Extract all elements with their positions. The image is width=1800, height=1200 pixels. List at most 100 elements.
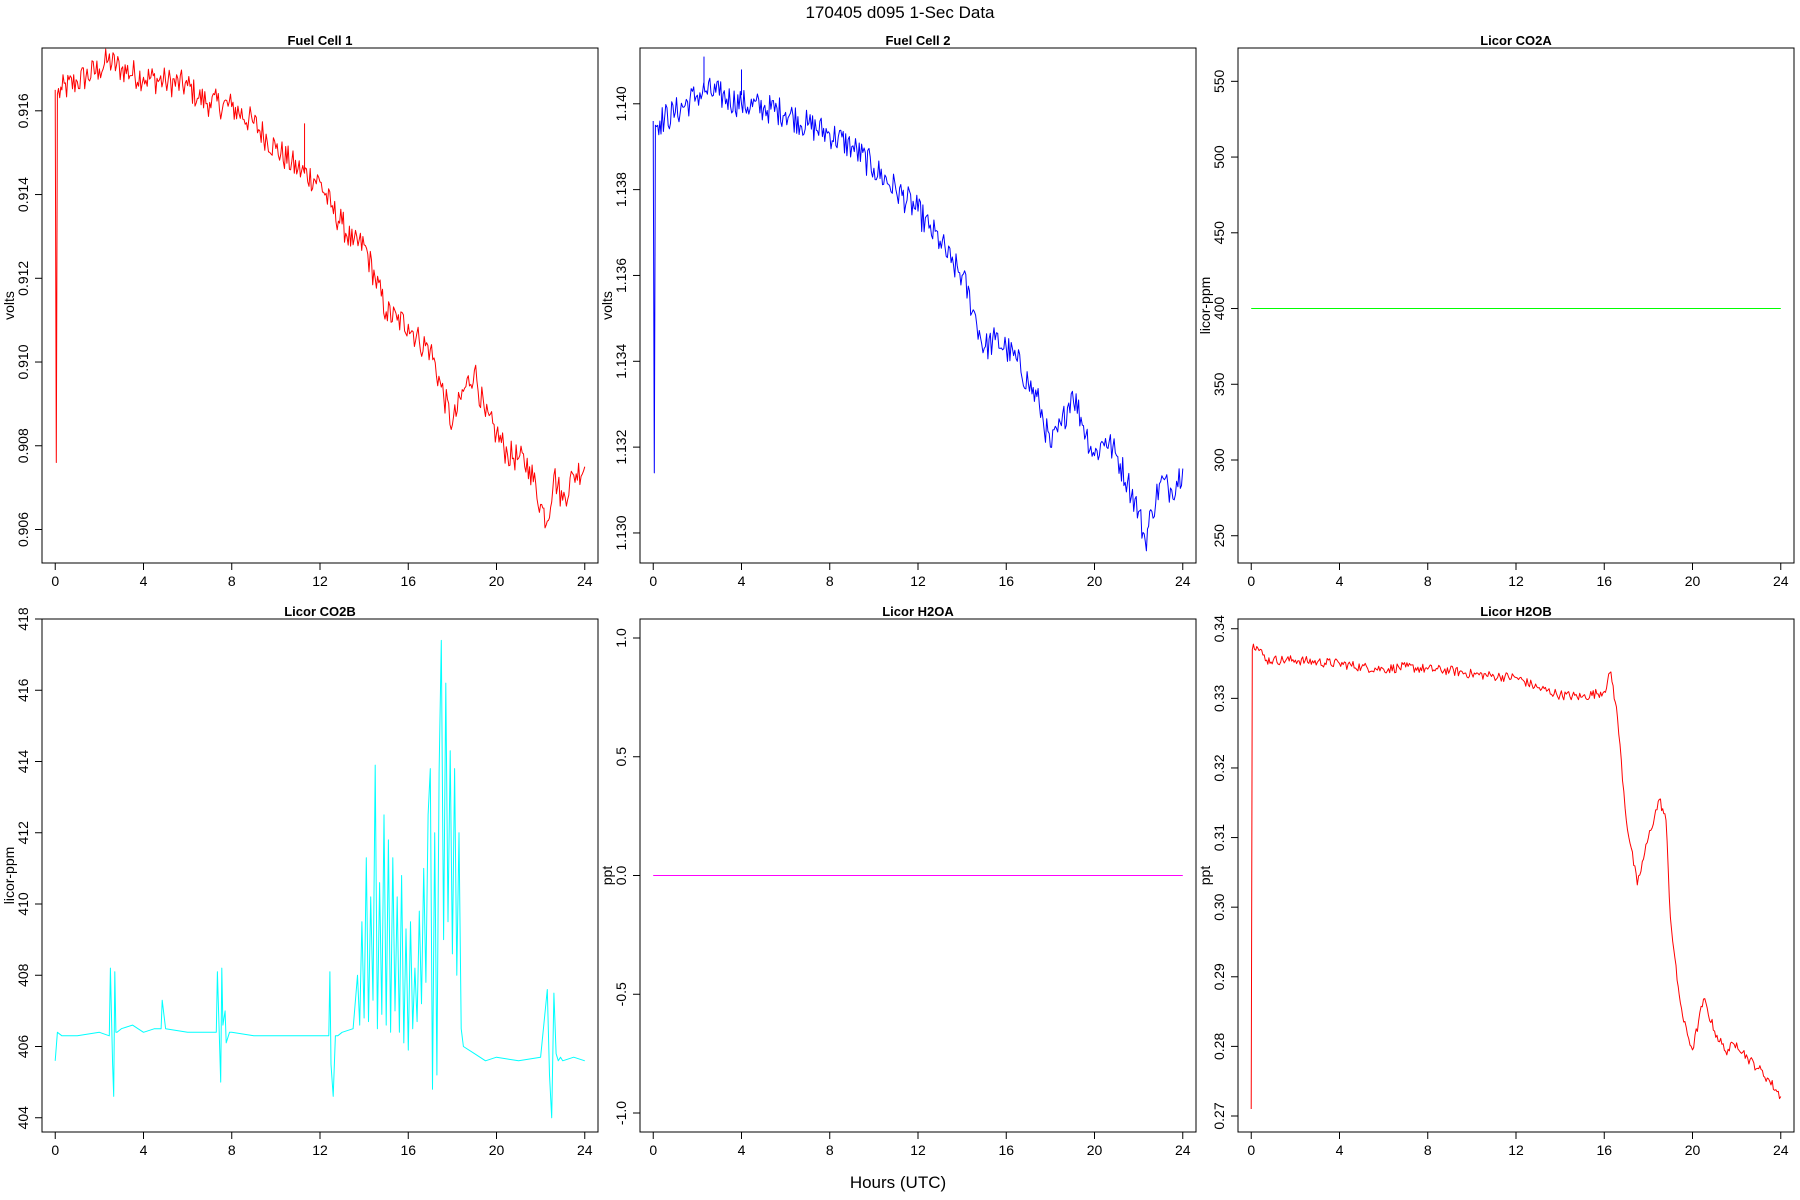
x-tick-label: 24 (577, 573, 593, 589)
y-tick-label: 416 (15, 678, 31, 702)
y-tick-label: 500 (1211, 145, 1227, 169)
y-tick-label: 0.916 (15, 93, 31, 128)
x-tick-label: 16 (400, 1142, 416, 1158)
panel-title: Fuel Cell 2 (885, 33, 950, 48)
y-tick-label: 1.136 (613, 258, 629, 293)
x-tick-label: 8 (228, 573, 236, 589)
x-tick-label: 20 (1087, 573, 1103, 589)
y-tick-label: 0.27 (1211, 1102, 1227, 1129)
y-tick-label: 0.914 (15, 177, 31, 212)
x-tick-label: 12 (910, 573, 926, 589)
series-line (652, 77, 1184, 552)
chart-panel: Licor CO2B 0 4 8 12 16 20 24 404 406 408 410 412 414 4… (1, 604, 599, 1158)
x-tick-label: 24 (1175, 1142, 1191, 1158)
x-tick-label: 4 (738, 1142, 746, 1158)
y-tick-label: 0.5 (613, 747, 629, 767)
x-tick-label: 8 (826, 1142, 834, 1158)
chart-panel: Licor H2OB 0 4 8 12 16 20 24 0.27 0.28 0.29 0.30 0.3… (1197, 604, 1795, 1158)
y-tick-label: 550 (1211, 69, 1227, 93)
y-axis-label: volts (1, 291, 17, 320)
y-tick-label: 0.33 (1211, 685, 1227, 712)
x-tick-label: 0 (51, 1142, 59, 1158)
chart-panel: Fuel Cell 1 0 4 8 12 16 20 24 0.906 0.908 0.910 0.9… (1, 33, 599, 589)
y-tick-label: 0.31 (1211, 824, 1227, 851)
plot-frame (1237, 47, 1795, 564)
x-tick-label: 24 (1773, 573, 1789, 589)
x-tick-label: 20 (489, 573, 505, 589)
x-tick-label: 4 (1336, 1142, 1344, 1158)
x-tick-label: 12 (1508, 573, 1524, 589)
y-tick-label: 414 (15, 750, 31, 774)
x-tick-label: 8 (1424, 573, 1432, 589)
y-tick-label: -1.0 (613, 1101, 629, 1125)
x-tick-label: 0 (1247, 573, 1255, 589)
y-tick-label: 1.138 (613, 172, 629, 207)
y-tick-label: 0.32 (1211, 754, 1227, 781)
x-tick-label: 24 (577, 1142, 593, 1158)
panel-title: Licor CO2B (284, 604, 356, 619)
figure-title: 170405 d095 1-Sec Data (805, 3, 995, 22)
x-tick-label: 0 (649, 1142, 657, 1158)
x-tick-label: 4 (140, 573, 148, 589)
x-tick-label: 20 (1087, 1142, 1103, 1158)
x-tick-label: 8 (228, 1142, 236, 1158)
y-tick-label: 410 (15, 892, 31, 916)
y-tick-label: 412 (15, 821, 31, 845)
y-tick-label: -0.5 (613, 982, 629, 1006)
y-axis-label: volts (599, 291, 615, 320)
x-tick-label: 12 (312, 1142, 328, 1158)
y-tick-label: 0.908 (15, 428, 31, 463)
panel-title: Fuel Cell 1 (287, 33, 352, 48)
x-tick-label: 20 (489, 1142, 505, 1158)
plot-frame (41, 47, 599, 564)
y-tick-label: 418 (15, 607, 31, 631)
y-tick-label: 1.134 (613, 344, 629, 379)
figure-xlabel: Hours (UTC) (850, 1173, 946, 1192)
y-tick-label: 408 (15, 963, 31, 987)
y-tick-label: 0.28 (1211, 1033, 1227, 1060)
plot-frame (639, 47, 1197, 564)
y-axis-label: licor-ppm (1197, 277, 1213, 335)
x-tick-label: 0 (1247, 1142, 1255, 1158)
y-tick-label: 1.140 (613, 86, 629, 121)
x-tick-label: 20 (1685, 573, 1701, 589)
plot-frame (1237, 618, 1795, 1133)
x-tick-label: 4 (1336, 573, 1344, 589)
x-tick-label: 16 (400, 573, 416, 589)
x-tick-label: 4 (140, 1142, 148, 1158)
panel-title: Licor CO2A (1480, 33, 1552, 48)
y-tick-label: 0.910 (15, 344, 31, 379)
y-tick-label: 400 (1211, 297, 1227, 321)
y-tick-label: 1.0 (613, 628, 629, 648)
y-tick-label: 300 (1211, 448, 1227, 472)
x-tick-label: 16 (1596, 573, 1612, 589)
x-tick-label: 0 (649, 573, 657, 589)
y-tick-label: 406 (15, 1035, 31, 1059)
x-tick-label: 12 (312, 573, 328, 589)
chart-panel: Licor H2OA 0 4 8 12 16 20 24 -1.0 -0.5 0.0 0.5 1.0 pp… (599, 604, 1197, 1158)
y-tick-label: 450 (1211, 221, 1227, 245)
y-tick-label: 404 (15, 1106, 31, 1130)
x-tick-label: 16 (998, 1142, 1014, 1158)
x-tick-label: 16 (1596, 1142, 1612, 1158)
x-tick-label: 4 (738, 573, 746, 589)
x-tick-label: 20 (1685, 1142, 1701, 1158)
x-tick-label: 24 (1773, 1142, 1789, 1158)
y-tick-label: 0.906 (15, 512, 31, 547)
series-line (1250, 643, 1782, 1110)
y-tick-label: 0.912 (15, 261, 31, 296)
y-tick-label: 1.132 (613, 429, 629, 464)
x-tick-label: 24 (1175, 573, 1191, 589)
x-tick-label: 0 (51, 573, 59, 589)
y-tick-label: 0.30 (1211, 893, 1227, 920)
y-axis-label: ppt (1197, 866, 1213, 886)
y-axis-label: ppt (599, 866, 615, 886)
y-tick-label: 0.34 (1211, 615, 1227, 642)
y-tick-label: 0.29 (1211, 963, 1227, 990)
x-tick-label: 8 (1424, 1142, 1432, 1158)
plot-frame (41, 618, 599, 1133)
series-line (54, 639, 585, 1119)
y-tick-label: 0.0 (613, 866, 629, 886)
x-tick-label: 12 (1508, 1142, 1524, 1158)
